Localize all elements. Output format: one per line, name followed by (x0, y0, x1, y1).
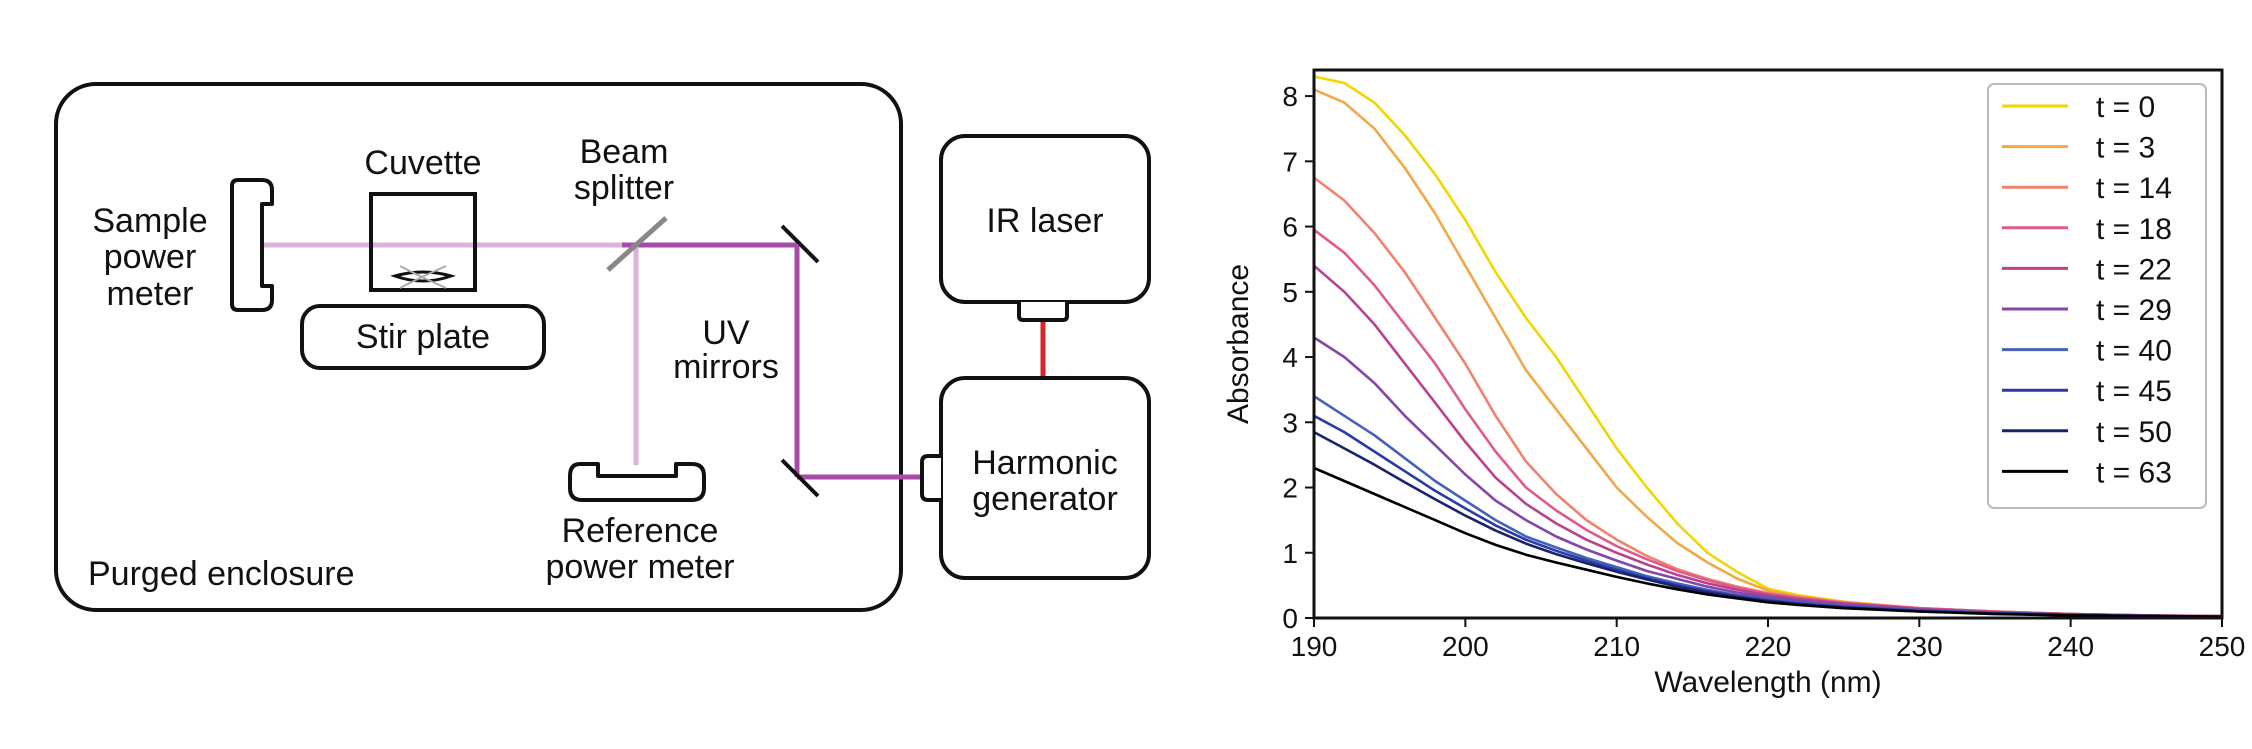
legend-label: t = 18 (2096, 213, 2172, 246)
harmonic-generator-label-1: Harmonic (972, 444, 1117, 482)
chart-series-group (1313, 75, 2223, 618)
chart-legend: t = 0 t = 3 t = 14 t = 18 t = 22 t = 29 t = 40… (1987, 83, 2207, 509)
stir-plate-label: Stir plate (356, 318, 490, 356)
x-tick-label: 250 (2199, 631, 2246, 662)
beam-splitter-optic (606, 216, 668, 272)
legend-label: t = 45 (2096, 375, 2172, 408)
y-tick-label: 8 (1282, 81, 1298, 112)
ir-laser-aperture (1017, 302, 1069, 322)
legend-label: t = 40 (2096, 335, 2172, 368)
stir-plate-box (300, 304, 546, 370)
x-tick-label: 220 (1745, 631, 1792, 662)
x-tick-label: 240 (2047, 631, 2094, 662)
x-axis-ticks: 190 200 210 220 230 240 250 (1291, 618, 2246, 662)
uv-mirrors-label-2: mirrors (673, 348, 779, 386)
y-axis-label: Absorbance (1222, 264, 1255, 424)
x-tick-label: 200 (1442, 631, 1489, 662)
sample-power-meter-label-2: power (104, 238, 197, 276)
y-tick-label: 7 (1282, 146, 1298, 177)
y-axis-ticks: 0 1 2 3 4 5 6 7 8 (1282, 81, 1314, 634)
sample-power-meter-label-3: meter (107, 275, 194, 313)
y-tick-label: 5 (1282, 277, 1298, 308)
absorbance-chart: 190 200 210 220 230 240 250 0 1 2 3 4 5 6 7 8 Waveleng… (1222, 68, 2246, 699)
legend-label: t = 14 (2096, 172, 2172, 205)
purged-enclosure-label: Purged enclosure (88, 555, 355, 593)
cuvette-box (369, 192, 477, 292)
cuvette-label: Cuvette (364, 144, 481, 182)
beam-splitter-label-2: splitter (574, 169, 674, 207)
reference-power-meter-icon (568, 462, 706, 502)
sample-power-meter-label-1: Sample (92, 202, 207, 240)
reference-power-meter-label-2: power meter (546, 548, 735, 586)
legend-label: t = 50 (2096, 416, 2172, 449)
uv-mirror-top (780, 224, 820, 264)
beam-splitter-label-1: Beam (580, 133, 669, 171)
x-axis-label: Wavelength (nm) (1654, 666, 1881, 699)
legend-label: t = 63 (2096, 456, 2172, 489)
x-tick-label: 230 (1896, 631, 1943, 662)
ir-laser-label: IR laser (986, 202, 1103, 240)
reference-power-meter-label-1: Reference (562, 512, 719, 550)
legend-label: t = 0 (2096, 91, 2155, 124)
y-tick-label: 3 (1282, 407, 1298, 438)
y-tick-label: 6 (1282, 212, 1298, 243)
uv-mirrors-label-1: UV (702, 314, 750, 352)
y-tick-label: 4 (1282, 342, 1298, 373)
harmonic-generator-label-2: generator (972, 480, 1118, 518)
x-tick-label: 210 (1593, 631, 1640, 662)
y-tick-label: 2 (1282, 473, 1298, 504)
legend-label: t = 3 (2096, 132, 2155, 165)
x-tick-label: 190 (1291, 631, 1338, 662)
sample-power-meter-icon (230, 178, 274, 312)
stir-bar-icon (390, 265, 456, 289)
purged-enclosure-box (54, 82, 903, 612)
uv-mirror-bottom (780, 458, 820, 498)
y-tick-label: 1 (1282, 538, 1298, 569)
harmonic-generator-port (920, 454, 941, 502)
legend-label: t = 29 (2096, 294, 2172, 327)
y-tick-label: 0 (1282, 603, 1298, 634)
legend-box (1987, 83, 2207, 509)
optical-setup-diagram: Purged enclosure Beam splitter UV mirror… (54, 82, 1151, 612)
legend-label: t = 22 (2096, 253, 2172, 286)
series-line-9 (1313, 466, 2223, 618)
